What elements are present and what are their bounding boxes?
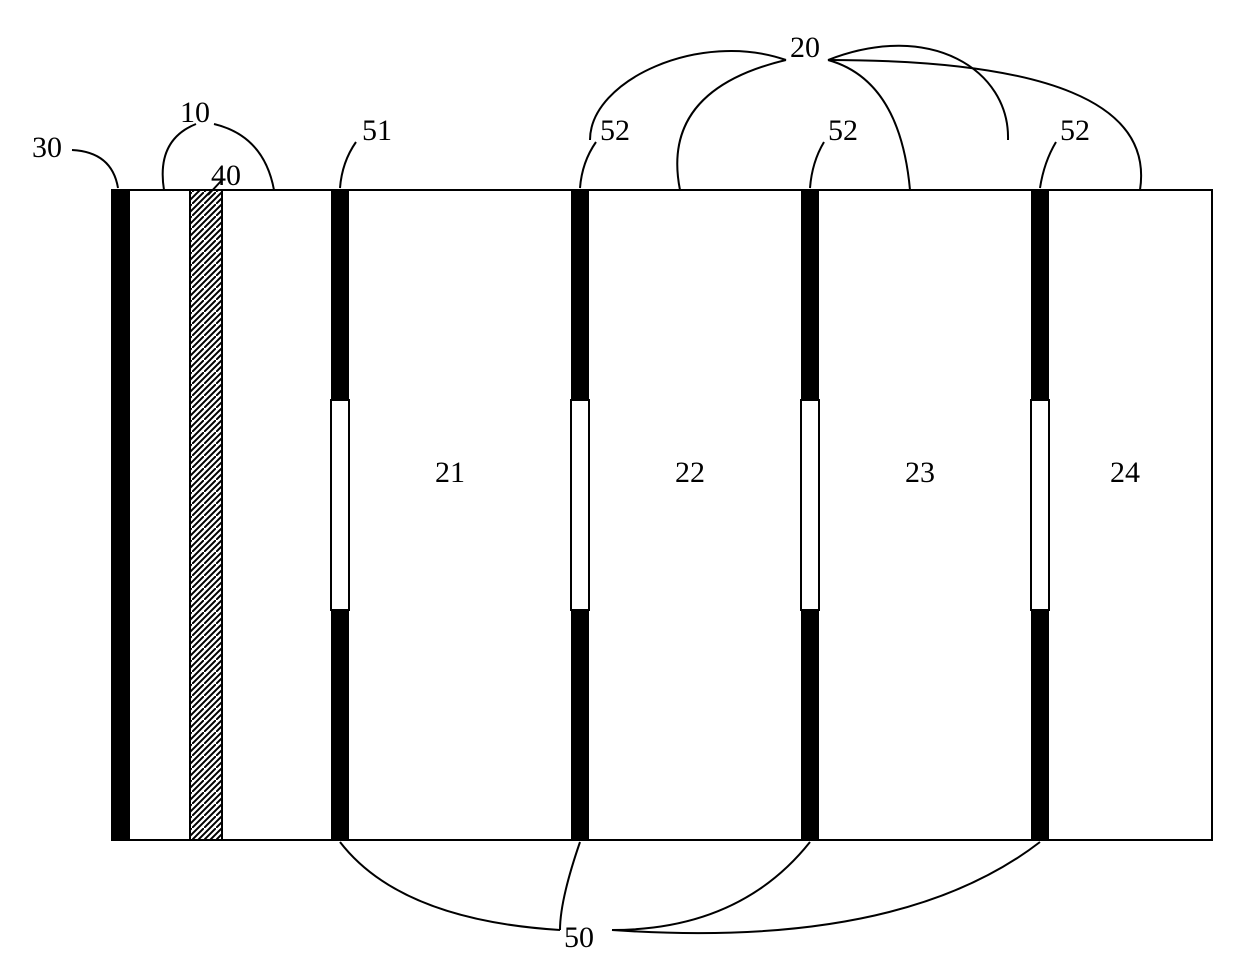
leader-20-left-arm1 bbox=[677, 60, 786, 190]
bar-52a-gap bbox=[571, 400, 589, 610]
bar-51-bottom bbox=[331, 610, 349, 840]
label-51: 51 bbox=[362, 114, 392, 147]
label-52_2: 52 bbox=[828, 114, 858, 147]
leader-30 bbox=[72, 150, 118, 188]
label-30: 30 bbox=[32, 131, 62, 164]
bar-52c-gap bbox=[1031, 400, 1049, 610]
bar-51-gap bbox=[331, 400, 349, 610]
label-40: 40 bbox=[211, 159, 241, 192]
leader-50-b bbox=[560, 842, 580, 930]
leader-52b bbox=[810, 142, 824, 188]
bar-52a-top bbox=[571, 190, 589, 400]
bar-52a-bottom bbox=[571, 610, 589, 840]
leader-10-left bbox=[163, 124, 196, 190]
bar-52c-bottom bbox=[1031, 610, 1049, 840]
bar-40 bbox=[190, 190, 222, 840]
leader-50-a bbox=[340, 842, 560, 930]
region-24: 24 bbox=[1110, 456, 1140, 489]
label-52_3: 52 bbox=[1060, 114, 1090, 147]
label-10: 10 bbox=[180, 96, 210, 129]
leader-52a bbox=[580, 142, 596, 188]
region-21: 21 bbox=[435, 456, 465, 489]
diagram-svg: 21 22 23 24 30 1040 51 52 52 52 20 50 bbox=[0, 0, 1240, 963]
leader-51 bbox=[340, 142, 356, 188]
bar-30 bbox=[112, 190, 130, 840]
region-22: 22 bbox=[675, 456, 705, 489]
bar-52b-gap bbox=[801, 400, 819, 610]
bar-52b-bottom bbox=[801, 610, 819, 840]
bar-52b-top bbox=[801, 190, 819, 400]
region-23: 23 bbox=[905, 456, 935, 489]
label-52_1: 52 bbox=[600, 114, 630, 147]
leader-50-c bbox=[612, 842, 810, 930]
label-20: 20 bbox=[790, 31, 820, 64]
bar-52c-top bbox=[1031, 190, 1049, 400]
label-50: 50 bbox=[564, 921, 594, 954]
leader-50-d bbox=[612, 842, 1040, 933]
leader-52c bbox=[1040, 142, 1056, 188]
bar-51-top bbox=[331, 190, 349, 400]
